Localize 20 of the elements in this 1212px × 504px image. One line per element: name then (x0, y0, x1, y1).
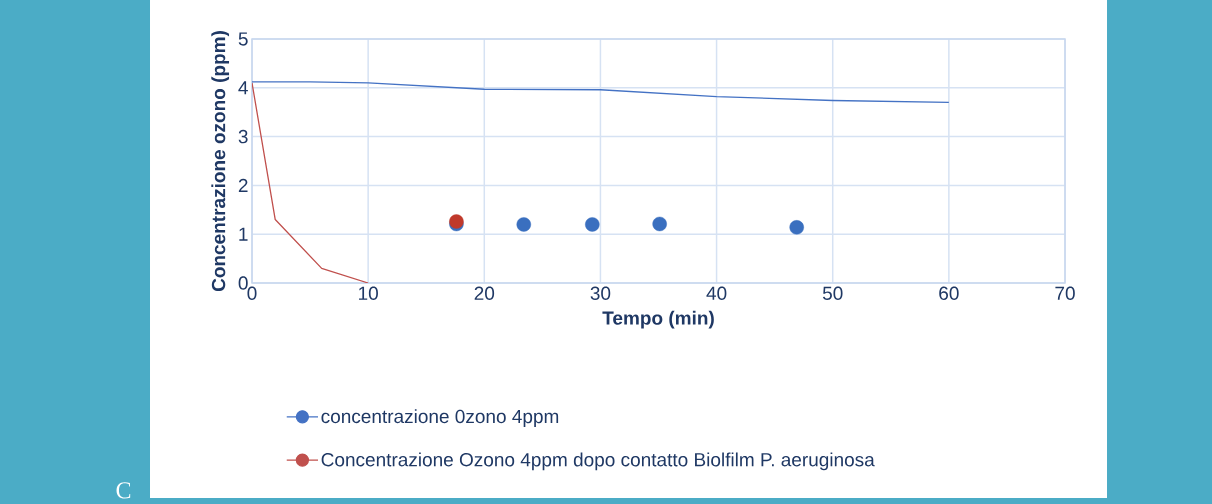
x-axis-title: Tempo (min) (602, 310, 714, 329)
x-tick-label: 10 (359, 286, 378, 300)
x-tick-label: 60 (939, 286, 959, 300)
text: C (116, 482, 131, 499)
y-axis-title: Concentrazione ozono (ppm) (211, 31, 230, 292)
x-tick-label: 30 (590, 286, 611, 300)
x-tick-label: 20 (474, 286, 495, 300)
y-tick-label: 1 (239, 227, 248, 241)
y-tick-label: 3 (238, 129, 248, 144)
legend-label: Concentrazione Ozono 4ppm dopo contatto Biolfilm P. aeruginosa (321, 452, 875, 471)
y-tick-label: 4 (238, 81, 248, 95)
y-tick-label: 5 (238, 32, 248, 46)
x-tick-label: 70 (1055, 286, 1075, 300)
x-tick-label: 0 (247, 286, 257, 300)
line-series (252, 81, 950, 104)
x-tick-label: 40 (706, 286, 727, 300)
legend-label: concentrazione 0zono 4ppm (321, 409, 559, 427)
y-tick-label: 0 (238, 276, 248, 290)
x-tick-label: 50 (822, 286, 843, 300)
y-tick-label: 2 (238, 178, 248, 193)
